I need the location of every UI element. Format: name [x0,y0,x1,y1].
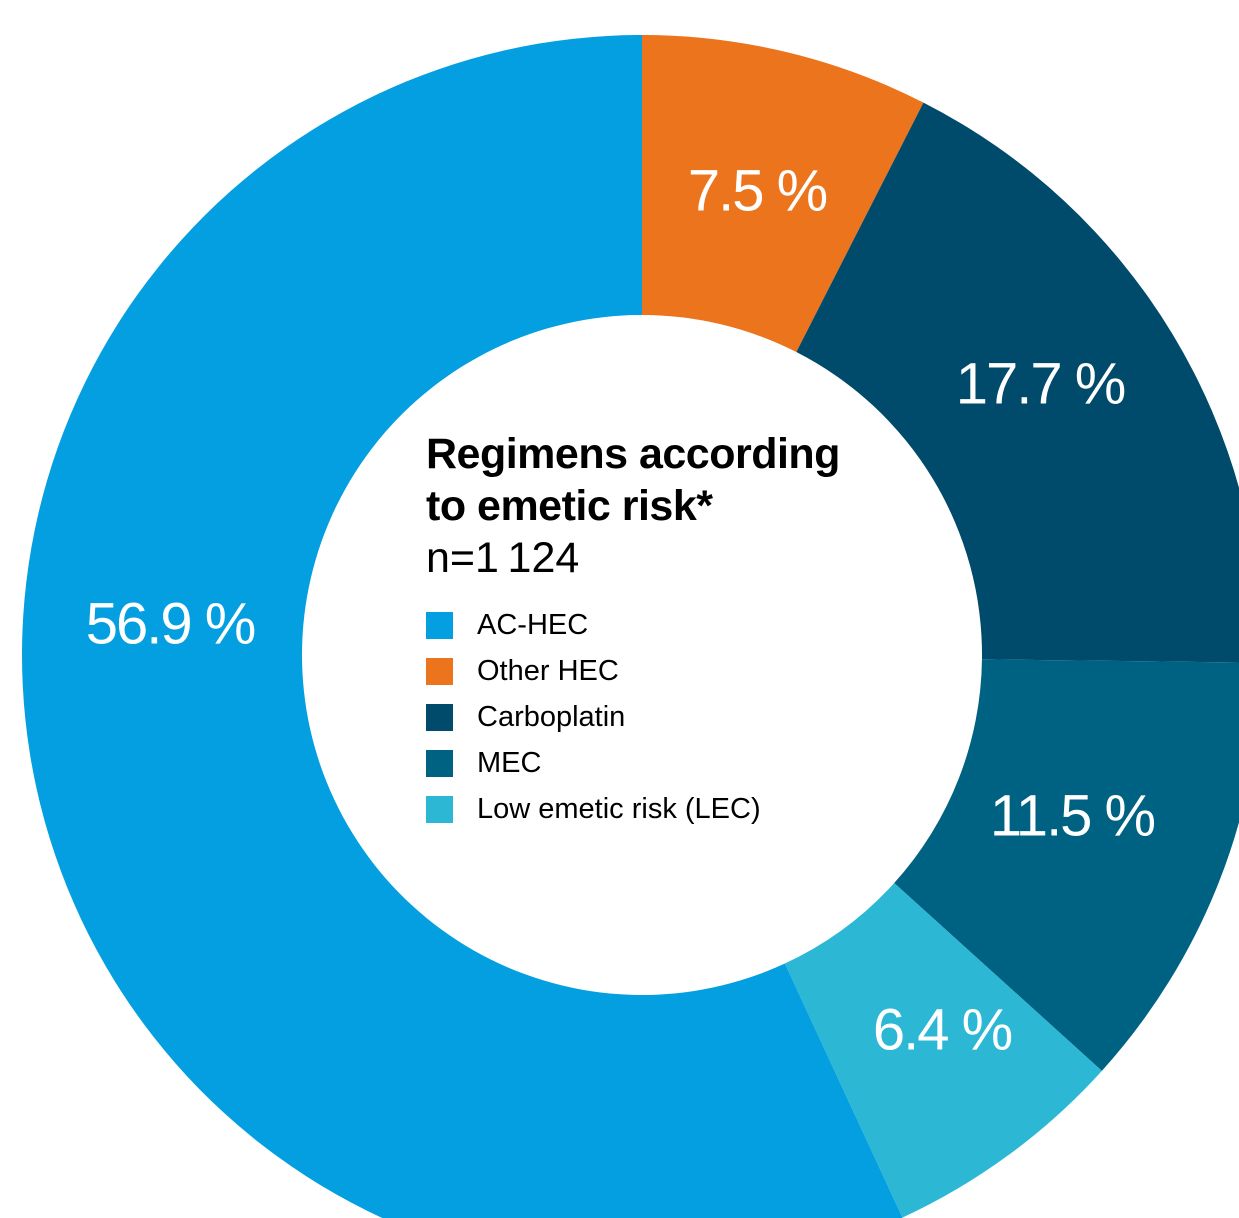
legend-swatch-other-hec [426,657,453,685]
legend-swatch-carboplatin [426,703,453,731]
slice-label-other-hec: 7.5 % [688,158,827,223]
legend-label-lec: Low emetic risk (LEC) [477,792,761,825]
sample-size-label: n=1 124 [426,534,580,582]
chart-title-line-1: Regimens according [426,430,840,478]
legend-item-lec: Low emetic risk (LEC) [426,786,926,832]
legend-item-ac-hec: AC-HEC [426,602,926,648]
legend: AC-HEC Other HEC Carboplatin MEC Low eme… [426,602,926,832]
slice-ac-hec [21,35,903,1218]
legend-swatch-mec [426,749,453,777]
legend-label-mec: MEC [477,746,542,779]
slice-label-carboplatin: 17.7 % [956,351,1125,416]
legend-item-mec: MEC [426,740,926,786]
slice-other-hec [642,35,924,353]
chart-title-line-2: to emetic risk* [426,482,713,530]
slice-lec [784,883,1102,1218]
legend-item-other-hec: Other HEC [426,648,926,694]
legend-label-other-hec: Other HEC [477,654,619,687]
legend-item-carboplatin: Carboplatin [426,694,926,740]
slice-carboplatin [796,102,1239,663]
center-panel: Regimens according to emetic risk* n=1 1… [426,428,926,832]
slice-label-lec: 6.4 % [873,997,1012,1062]
legend-swatch-ac-hec [426,611,453,639]
slice-label-ac-hec: 56.9 % [86,591,255,656]
legend-label-ac-hec: AC-HEC [477,608,589,641]
slice-mec [894,659,1239,1071]
slice-label-mec: 11.5 % [990,783,1155,848]
legend-swatch-lec [426,795,453,823]
legend-label-carboplatin: Carboplatin [477,700,626,733]
